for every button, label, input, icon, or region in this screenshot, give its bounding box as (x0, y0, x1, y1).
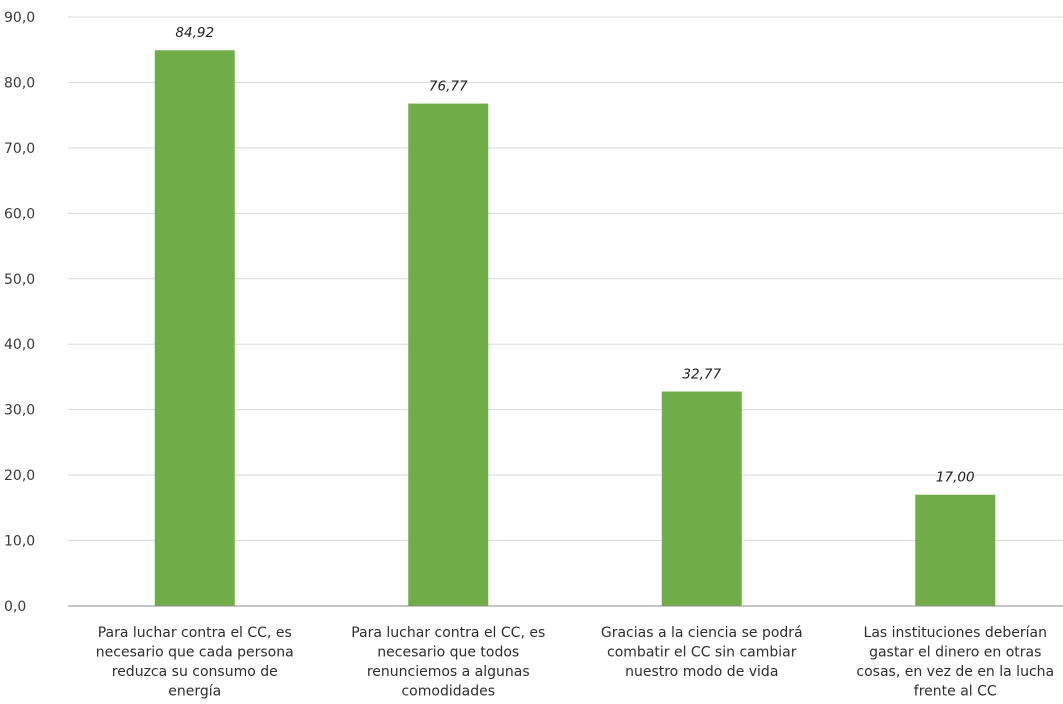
category-label-line: Gracias a la ciencia se podrá (601, 625, 803, 641)
bars (154, 50, 996, 606)
y-tick-label: 30,0 (4, 403, 35, 419)
category-label: Para luchar contra el CC, es necesario qu… (96, 625, 294, 700)
y-tick-label: 70,0 (4, 141, 35, 157)
data-label: 76,77 (429, 79, 468, 95)
y-tick-label: 90,0 (4, 10, 35, 26)
y-tick-label: 20,0 (4, 468, 35, 484)
category-label: Las instituciones deberían gastar el dine… (856, 625, 1054, 700)
y-tick-label: 40,0 (4, 337, 35, 353)
y-tick-label: 80,0 (4, 75, 35, 91)
y-axis-ticks: 0,0 10,0 20,0 30,0 40,0 50,0 60,0 70,0 80,0 90,0 (4, 10, 35, 615)
category-label-line: cosas, en vez de en la lucha (856, 664, 1054, 680)
category-label-line: combatir el CC sin cambiar (607, 645, 797, 661)
data-label: 32,77 (682, 367, 721, 383)
category-label-line: frente al CC (914, 684, 997, 700)
category-label-line: renunciemos a algunas (367, 664, 530, 680)
category-label: Gracias a la ciencia se podrá combatir el… (601, 625, 803, 680)
category-label: Para luchar contra el CC, es necesario qu… (351, 625, 545, 700)
category-label-line: Las instituciones deberían (864, 625, 1047, 641)
category-label-line: reduzca su consumo de (112, 664, 278, 680)
category-label-line: nuestro modo de vida (625, 664, 778, 680)
category-label-line: energía (168, 684, 221, 700)
category-labels: Para luchar contra el CC, es necesario qu… (96, 625, 1054, 700)
y-tick-label: 0,0 (4, 599, 26, 615)
bar (154, 50, 235, 606)
category-label-line: Para luchar contra el CC, es (351, 625, 545, 641)
category-label-line: gastar el dinero en otras (869, 645, 1041, 661)
y-tick-label: 60,0 (4, 206, 35, 222)
bar (661, 391, 742, 606)
category-label-line: Para luchar contra el CC, es (98, 625, 292, 641)
category-label-line: comodidades (401, 684, 495, 700)
y-tick-label: 50,0 (4, 272, 35, 288)
data-labels: 84,92 76,77 32,77 17,00 (175, 25, 974, 485)
y-tick-label: 10,0 (4, 534, 35, 550)
category-label-line: necesario que cada persona (96, 645, 294, 661)
bar (915, 494, 996, 606)
category-label-line: necesario que todos (377, 645, 519, 661)
data-label: 17,00 (936, 470, 975, 486)
bar (408, 103, 489, 606)
data-label: 84,92 (175, 25, 214, 41)
